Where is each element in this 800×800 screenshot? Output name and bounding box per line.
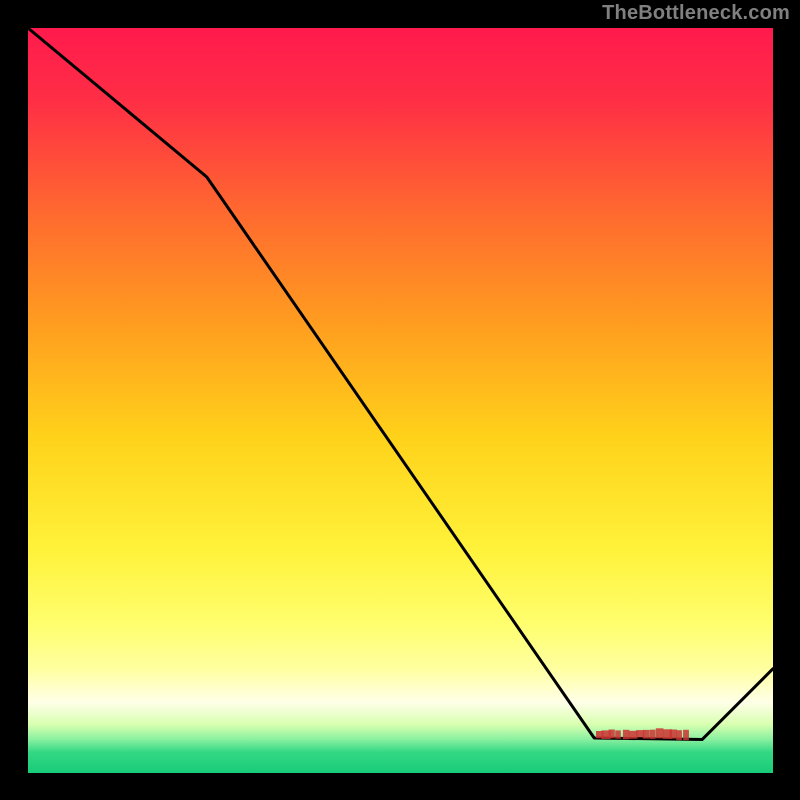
chart-container: TheBottleneck.com: [0, 0, 800, 800]
marker-label-fragment: [643, 730, 650, 739]
marker-label-fragment: [656, 728, 664, 738]
plot-background: [28, 28, 773, 773]
marker-label-fragment: [609, 730, 615, 739]
marker-label-fragment: [615, 730, 621, 738]
marker-label-fragment: [629, 731, 638, 739]
chart-svg: [0, 0, 800, 800]
marker-label-fragment: [670, 730, 677, 739]
marker-label-fragment: [683, 730, 689, 740]
marker-label-fragment: [650, 730, 656, 739]
watermark-text: TheBottleneck.com: [602, 2, 790, 25]
marker-label-fragment: [676, 730, 682, 740]
marker-label-fragment: [623, 730, 629, 739]
